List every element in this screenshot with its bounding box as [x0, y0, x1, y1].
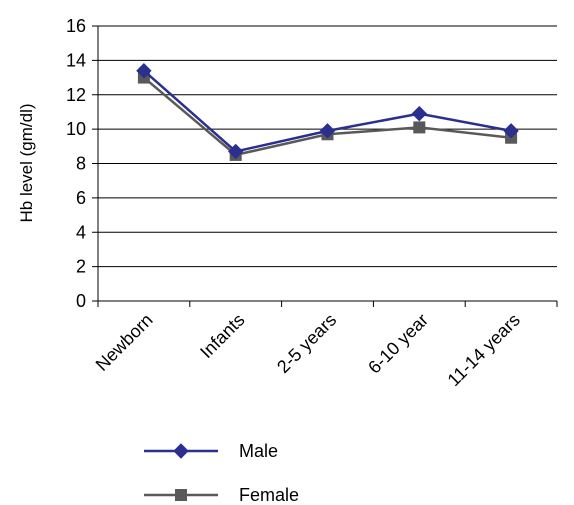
legend-item-male: Male [144, 441, 278, 461]
data-point [413, 121, 426, 134]
legend: Male Female [144, 441, 299, 505]
legend-item-female: Female [144, 485, 299, 505]
legend-marker [175, 489, 187, 501]
gridlines [98, 25, 557, 268]
data-point [136, 62, 152, 79]
data-point [503, 123, 519, 139]
series-line [143, 76, 512, 157]
legend-label: Male [239, 441, 278, 461]
x-tick-label: Infants [196, 310, 248, 362]
axes [92, 25, 558, 307]
x-tick-label: 11-14 years [444, 310, 524, 390]
y-tick-label: 14 [66, 50, 86, 70]
x-tick-labels: Newborn Infants 2-5 years 6-10 year 11-14 ye… [92, 310, 524, 390]
y-tick-label: 12 [66, 85, 86, 105]
y-tick-label: 10 [66, 119, 86, 139]
data-point [411, 105, 428, 122]
x-tick-label: 2-5 years [273, 310, 340, 377]
data-point [227, 143, 244, 160]
series-lines [136, 62, 519, 161]
y-tick-labels: 0 2 4 6 8 10 12 14 16 [66, 16, 86, 311]
legend-label: Female [239, 485, 299, 505]
legend-marker [173, 443, 189, 459]
y-tick-label: 2 [76, 257, 86, 277]
y-tick-label: 0 [76, 291, 86, 311]
x-tick-label: Newborn [92, 310, 157, 375]
y-tick-label: 8 [76, 154, 86, 174]
y-axis-label: Hb level (gm/dl) [17, 103, 36, 222]
y-tick-label: 6 [76, 188, 86, 208]
x-tick-label: 6-10 year [364, 310, 432, 378]
data-point [319, 123, 336, 139]
series-male [136, 62, 519, 160]
y-tick-label: 4 [76, 222, 86, 242]
y-tick-label: 16 [66, 16, 86, 36]
